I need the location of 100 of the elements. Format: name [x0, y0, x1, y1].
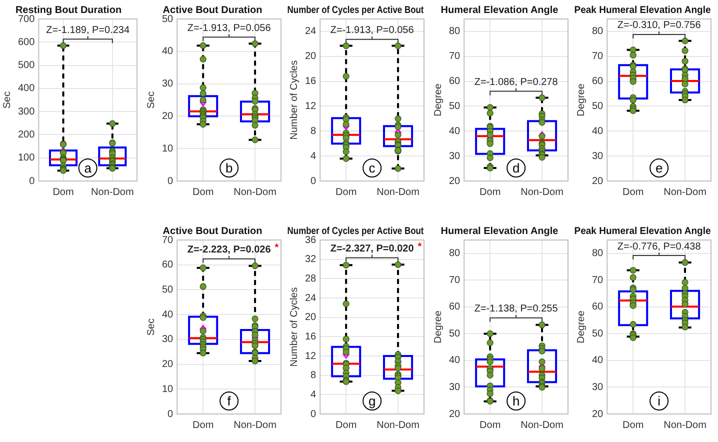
- y-tick-label: 4: [310, 150, 317, 162]
- y-tick-label: 50: [162, 14, 174, 25]
- y-tick-label: 8: [310, 126, 317, 137]
- y-tick-label: 40: [448, 126, 460, 137]
- x-tick-label: Non-Dom: [376, 186, 420, 198]
- y-tick-label: 80: [592, 26, 604, 38]
- chart-title: Peak Humeral Elevation Angle: [574, 4, 712, 16]
- chart-title: Humeral Elevation Angle: [440, 4, 558, 16]
- y-tick-label: 20: [162, 359, 174, 370]
- y-axis-title: Sec: [145, 318, 156, 336]
- y-tick-label: 200: [18, 129, 36, 140]
- annotation: g: [368, 394, 376, 409]
- y-tick-label: 16: [305, 331, 317, 342]
- annotation: Z=-1.189, P=0.234: [46, 24, 130, 36]
- annotation: Z=-1.138, P=0.255: [474, 304, 558, 315]
- y-tick-label: 50: [448, 328, 460, 340]
- y-tick-label: 36: [305, 234, 317, 246]
- x-tick-label: Dom: [192, 420, 214, 431]
- y-axis-title: Degree: [432, 83, 444, 116]
- x-tick-label: Non-Dom: [520, 420, 564, 431]
- y-tick-label: 20: [305, 312, 317, 324]
- y-tick-label: 10: [162, 143, 174, 154]
- y-tick-label: 40: [592, 126, 604, 137]
- y-axis-title: Degree: [432, 310, 444, 344]
- y-tick-label: 60: [448, 76, 460, 88]
- y-axis-title: Degree: [576, 83, 588, 116]
- annotation: Z=-1.913, P=0.056: [330, 25, 414, 36]
- y-tick-label: 40: [592, 355, 604, 366]
- y-tick-label: 80: [448, 248, 460, 260]
- y-tick-label: 40: [448, 355, 460, 366]
- y-tick-label: 60: [592, 76, 604, 88]
- y-tick-label: 700: [18, 14, 36, 25]
- annotation: Z=-1.913, P=0.056: [186, 22, 271, 34]
- y-tick-label: 32: [305, 254, 317, 266]
- y-tick-label: 8: [310, 370, 317, 382]
- x-tick-label: Dom: [192, 186, 214, 198]
- y-tick-label: 60: [592, 302, 604, 313]
- y-axis-title: Sec: [145, 91, 156, 109]
- annotation: d: [512, 160, 520, 176]
- chart-title: Active Bout Duration: [162, 4, 262, 16]
- x-tick-label: Dom: [336, 186, 357, 198]
- y-tick-label: 12: [305, 100, 317, 112]
- y-axis-title: Number of Cycles: [288, 287, 300, 367]
- x-tick-label: Dom: [52, 186, 74, 198]
- x-tick-label: Non-Dom: [91, 186, 134, 198]
- chart-title: Active Bout Duration: [162, 226, 262, 237]
- y-tick-label: 30: [592, 150, 604, 162]
- x-tick-label: Dom: [622, 420, 644, 431]
- y-axis-title: Degree: [576, 310, 588, 344]
- chart-title: Peak Humeral Elevation Angle: [574, 226, 712, 237]
- y-tick-label: 500: [18, 60, 36, 72]
- x-tick-label: Dom: [336, 420, 357, 431]
- y-tick-label: 60: [162, 260, 174, 271]
- x-tick-label: Dom: [479, 186, 500, 198]
- y-tick-label: 12: [305, 350, 317, 362]
- y-tick-label: 24: [305, 26, 317, 38]
- annotation: Z=-0.310, P=0.756: [618, 20, 702, 32]
- x-tick-label: Dom: [479, 420, 500, 431]
- y-tick-label: 70: [592, 51, 604, 62]
- y-tick-label: 20: [305, 51, 317, 62]
- chart-title: Humeral Elevation Angle: [440, 226, 558, 237]
- y-tick-label: 20: [162, 110, 174, 122]
- annotation: f: [226, 394, 231, 409]
- y-tick-label: 70: [448, 274, 460, 286]
- annotation: Z=-1.086, P=0.278: [474, 77, 558, 88]
- y-tick-label: 40: [162, 309, 174, 320]
- y-tick-label: 0: [310, 176, 317, 187]
- y-tick-label: 70: [448, 51, 460, 62]
- y-tick-label: 30: [448, 150, 460, 162]
- chart-title: Number of Cycles per Active Bout: [287, 4, 424, 15]
- y-tick-label: 0: [167, 408, 174, 420]
- y-tick-label: 20: [592, 176, 604, 187]
- annotation: a: [84, 160, 92, 176]
- y-tick-label: 0: [167, 176, 174, 187]
- y-tick-label: 600: [18, 36, 36, 48]
- y-tick-label: 30: [592, 382, 604, 393]
- y-tick-label: 400: [18, 83, 36, 94]
- x-tick-label: Dom: [622, 186, 644, 198]
- y-tick-label: 20: [448, 408, 460, 420]
- y-tick-label: 30: [162, 78, 174, 90]
- annotation: c: [369, 160, 376, 176]
- y-tick-label: 100: [18, 152, 36, 164]
- y-tick-label: 50: [448, 100, 460, 112]
- y-tick-label: 50: [592, 328, 604, 340]
- y-tick-label: 0: [29, 176, 36, 187]
- y-tick-label: 80: [448, 26, 460, 38]
- y-tick-label: 16: [305, 76, 317, 88]
- x-tick-label: Non-Dom: [376, 420, 420, 431]
- y-tick-label: 60: [448, 302, 460, 313]
- annotation: h: [512, 394, 520, 409]
- y-tick-label: 70: [162, 234, 174, 246]
- chart-title: Number of Cycles per Active Bout: [287, 225, 424, 236]
- y-axis-title: Number of Cycles: [288, 60, 300, 140]
- x-tick-label: Non-Dom: [520, 186, 564, 198]
- y-tick-label: 28: [305, 273, 317, 284]
- annotation: Z=-2.327, P=0.020: [330, 243, 414, 254]
- annotation: Z=-0.776, P=0.438: [618, 241, 702, 252]
- x-tick-label: Non-Dom: [233, 420, 276, 431]
- y-tick-label: 40: [162, 46, 174, 58]
- y-tick-label: 0: [310, 408, 317, 420]
